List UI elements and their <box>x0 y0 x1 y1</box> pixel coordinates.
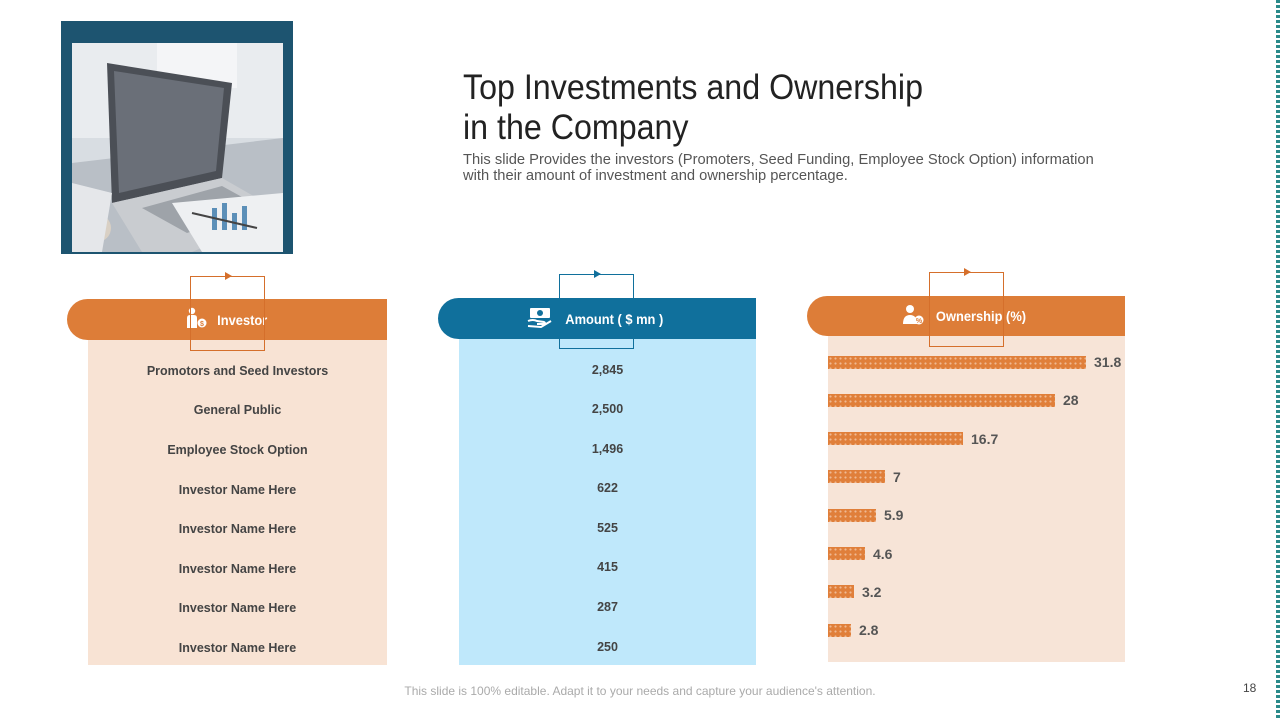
title-line-2: in the Company <box>463 108 689 147</box>
page-number: 18 <box>1243 681 1257 695</box>
investor-icon: $ <box>185 307 207 332</box>
amount-row: 287 <box>597 600 618 614</box>
ownership-bar <box>828 470 885 484</box>
ownership-bar-label: 31.8 <box>1094 354 1122 370</box>
amount-row: 525 <box>597 521 618 535</box>
amount-row: 2,500 <box>591 402 624 416</box>
slide-right-border <box>1276 0 1280 720</box>
amount-header: Amount ( $ mn ) <box>438 298 756 339</box>
investor-row: Promotors and Seed Investors <box>146 364 329 378</box>
subtitle-line-2: with their amount of investment and owne… <box>463 167 848 184</box>
slide-footer: This slide is 100% editable. Adapt it to… <box>404 684 876 698</box>
amount-row: 2,845 <box>591 363 624 377</box>
ownership-bar <box>828 432 963 446</box>
ownership-bar <box>828 585 854 599</box>
ownership-bar <box>828 393 1055 407</box>
owner-icon: % <box>902 304 924 329</box>
money-hand-icon <box>527 306 553 331</box>
investor-row: Investor Name Here <box>178 641 297 655</box>
investor-row: Investor Name Here <box>178 601 297 615</box>
title-line-1: Top Investments and Ownership <box>463 68 923 107</box>
investor-row: Investor Name Here <box>178 483 297 497</box>
ownership-bar-label: 2.8 <box>859 622 879 639</box>
amount-header-label: Amount ( $ mn ) <box>564 310 664 327</box>
amount-row: 622 <box>597 481 618 495</box>
investor-header-tab <box>190 272 265 351</box>
ownership-bar-label: 7 <box>893 468 901 485</box>
ownership-bar <box>828 508 876 522</box>
investor-row: Employee Stock Option <box>167 443 308 457</box>
ownership-header: % Ownership (%) <box>807 296 1125 336</box>
tab-arrow-icon <box>225 272 232 280</box>
slide-title: Top Investments and Ownership in the Com… <box>463 68 1033 148</box>
ownership-header-tab <box>929 268 1004 347</box>
laptop-desk-photo <box>72 43 283 252</box>
ownership-bar-label: 4.6 <box>873 545 893 562</box>
ownership-bar <box>828 355 1086 369</box>
investor-header: $ Investor <box>67 299 387 340</box>
svg-text:$: $ <box>200 321 204 328</box>
ownership-bar <box>828 623 851 637</box>
amount-row: 1,496 <box>591 442 624 456</box>
ownership-bar-label: 5.9 <box>884 507 904 524</box>
investor-row: Investor Name Here <box>178 522 297 536</box>
ownership-bar <box>828 547 865 560</box>
slide-subtitle: This slide Provides the investors (Promo… <box>463 152 1149 184</box>
ownership-bar-label: 3.2 <box>862 583 882 600</box>
investor-row: General Public <box>193 403 282 417</box>
amount-header-tab <box>559 270 634 349</box>
subtitle-line-1: This slide Provides the investors (Promo… <box>463 151 1094 168</box>
investor-header-label: Investor <box>216 311 268 328</box>
photo-frame <box>61 21 293 254</box>
svg-text:%: % <box>916 318 923 325</box>
ownership-chart: 31.8 28 16.7 7 5.9 4.6 3.2 2.8 <box>828 334 1125 662</box>
tab-arrow-icon <box>594 270 601 278</box>
amount-row: 415 <box>597 560 618 574</box>
ownership-bar-label: 28 <box>1063 392 1079 409</box>
amount-column: 2,845 2,500 1,496 622 525 415 287 250 <box>459 336 756 665</box>
investor-column: Promotors and Seed Investors General Pub… <box>88 336 387 665</box>
ownership-bar-label: 16.7 <box>971 430 999 447</box>
amount-row: 250 <box>597 640 618 654</box>
tab-arrow-icon <box>964 268 971 276</box>
investor-row: Investor Name Here <box>178 562 297 576</box>
